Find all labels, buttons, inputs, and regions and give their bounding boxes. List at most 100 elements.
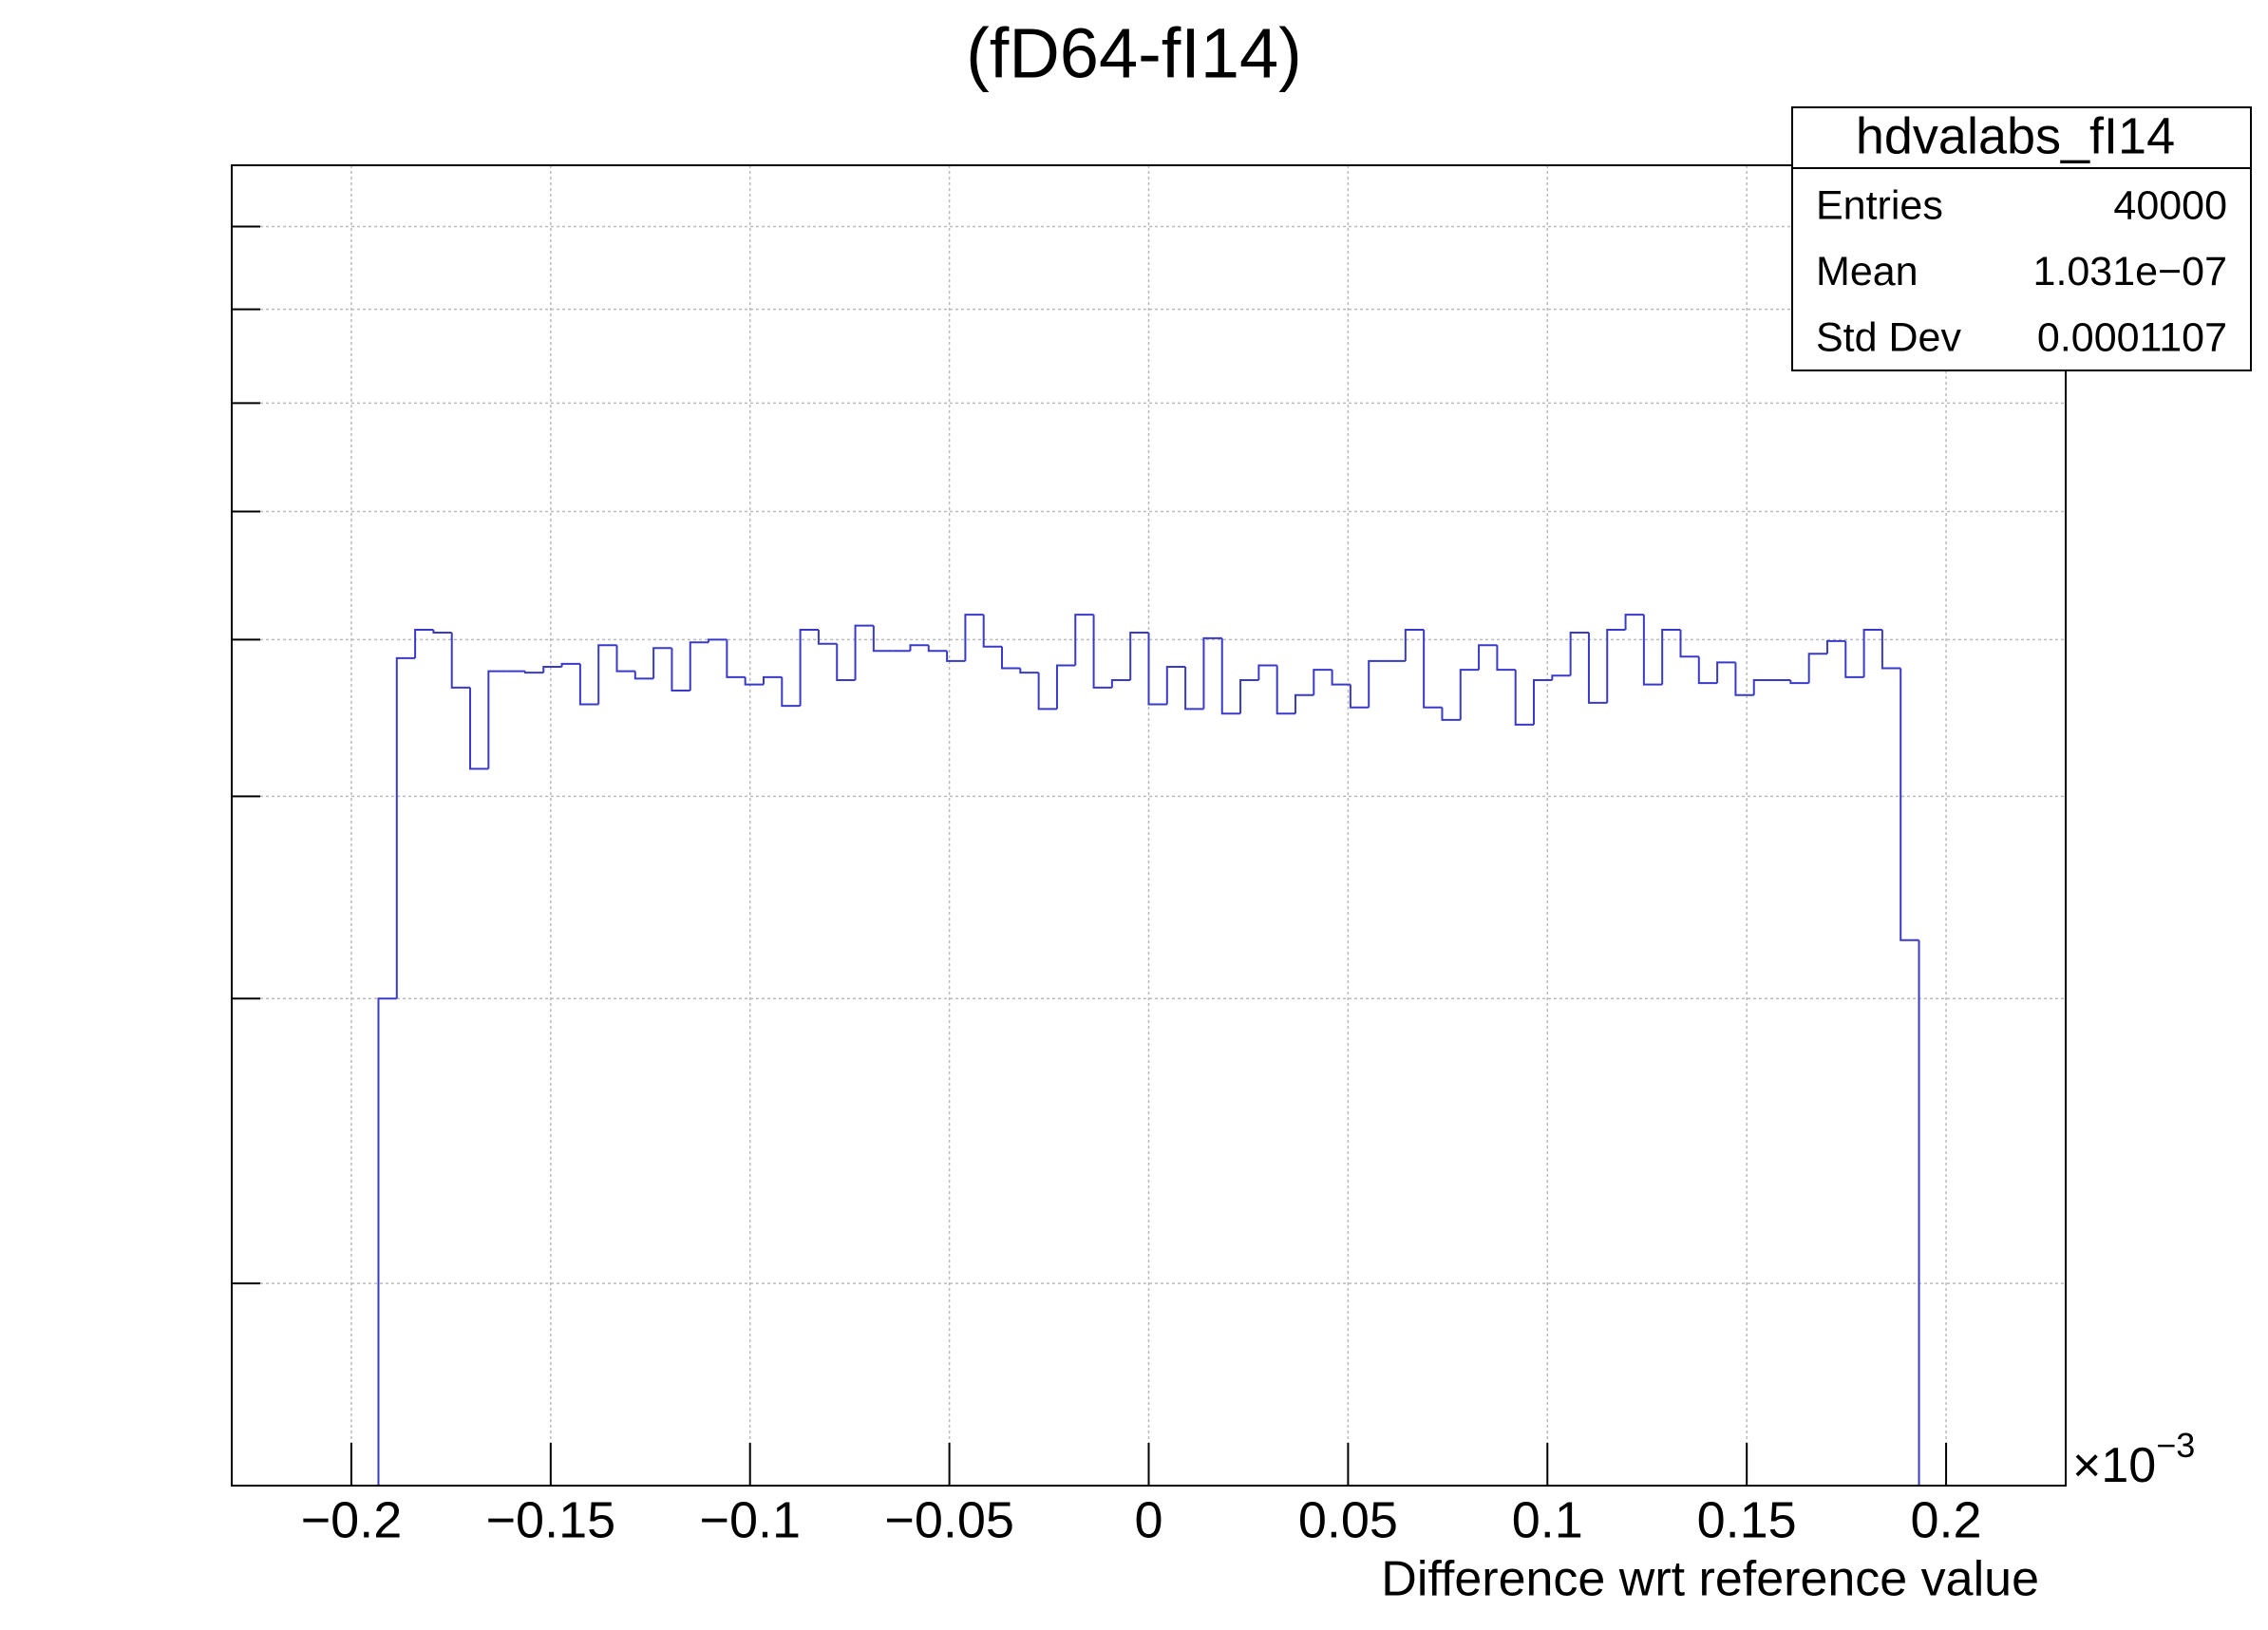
histogram-bin bbox=[1404, 629, 1425, 661]
x-tick-label: −0.1 bbox=[699, 1491, 801, 1548]
histogram-bin bbox=[1606, 629, 1626, 703]
histogram-bin bbox=[1697, 656, 1718, 685]
histogram-bin bbox=[1001, 646, 1021, 670]
histogram-bin bbox=[671, 648, 690, 692]
histogram-bin bbox=[708, 638, 728, 643]
histogram-bin bbox=[1514, 670, 1535, 726]
x-multiplier: ×10−3 bbox=[2072, 1426, 2195, 1493]
histogram-bin bbox=[1587, 632, 1608, 704]
histogram-bin bbox=[1129, 631, 1149, 680]
histogram-bin bbox=[523, 671, 544, 674]
histogram-bin bbox=[1276, 665, 1295, 715]
histogram-bin bbox=[1661, 629, 1681, 685]
histogram-bin bbox=[1496, 645, 1516, 672]
histogram-bin bbox=[1478, 644, 1498, 671]
histogram-bin bbox=[1899, 668, 1919, 941]
histogram-bin bbox=[872, 625, 893, 653]
histogram-bin bbox=[1734, 662, 1754, 696]
histogram-bin bbox=[964, 614, 984, 661]
histogram-bin bbox=[1459, 669, 1480, 720]
histogram-bin bbox=[1423, 630, 1443, 709]
x-tick-label: 0.05 bbox=[1298, 1491, 1398, 1548]
histogram-bin bbox=[1239, 678, 1259, 714]
histogram-bin bbox=[1368, 659, 1388, 708]
histogram-bin bbox=[1807, 653, 1827, 684]
histogram-bin bbox=[1313, 669, 1332, 695]
histogram-bin bbox=[836, 643, 856, 681]
histogram-bin bbox=[597, 644, 617, 705]
x-tick-label: −0.05 bbox=[884, 1491, 1014, 1548]
histogram-bin bbox=[1184, 666, 1204, 711]
x-tick-label: 0.1 bbox=[1512, 1491, 1583, 1548]
histogram-bin bbox=[744, 676, 764, 686]
histogram-bin bbox=[469, 687, 489, 770]
histogram-bin bbox=[1789, 679, 1809, 685]
histogram-bin bbox=[1257, 664, 1277, 680]
histogram-bin bbox=[1716, 661, 1736, 684]
histogram-bin bbox=[726, 639, 746, 678]
plot-area: −0.2 −0.15 −0.1 −0.05 0 0.05 0.1 0.15 0.2 bbox=[231, 164, 2067, 1548]
histogram-bin bbox=[1349, 684, 1370, 709]
x-tick-label: 0 bbox=[1134, 1491, 1162, 1548]
histogram-bin bbox=[432, 630, 452, 634]
histogram-bin bbox=[1202, 636, 1222, 710]
histogram-bin bbox=[542, 665, 562, 673]
histogram-bin bbox=[1642, 615, 1663, 686]
histogram-bin bbox=[946, 651, 966, 662]
histogram-bin bbox=[1165, 665, 1186, 705]
histogram-bin bbox=[1679, 630, 1699, 658]
histogram-bin bbox=[395, 656, 416, 999]
histogram-bin bbox=[982, 615, 1003, 648]
stats-name: Std Dev bbox=[1816, 314, 1961, 360]
plot-frame bbox=[231, 164, 2067, 1487]
histogram-bin bbox=[560, 662, 580, 667]
histogram-bin bbox=[1074, 614, 1094, 666]
histogram-bin bbox=[762, 675, 783, 685]
histogram-bin bbox=[1752, 678, 1773, 695]
histogram-bin bbox=[414, 629, 434, 658]
histogram-bin bbox=[1551, 674, 1571, 680]
histogram-bin bbox=[927, 645, 948, 653]
histogram-bin bbox=[578, 663, 599, 706]
histogram-bin bbox=[377, 997, 397, 1486]
histogram-bin bbox=[615, 645, 635, 673]
histogram-bin bbox=[1825, 639, 1846, 654]
histogram-bin bbox=[1294, 693, 1314, 714]
x-multiplier-exponent: −3 bbox=[2156, 1426, 2195, 1465]
histogram-bin bbox=[1624, 614, 1644, 631]
histogram-bin bbox=[689, 641, 709, 692]
histogram-bin bbox=[1220, 637, 1241, 715]
histogram-bin bbox=[781, 676, 801, 708]
histogram-bin bbox=[450, 632, 471, 689]
x-multiplier-base: ×10 bbox=[2072, 1438, 2156, 1493]
histogram-bin bbox=[1881, 630, 1901, 670]
x-tick-label: 0.2 bbox=[1911, 1491, 1982, 1548]
stats-value: 0.0001107 bbox=[2037, 314, 2227, 360]
histogram-bin bbox=[1092, 615, 1112, 689]
stats-box: hdvalabs_fI14 Entries 40000 Mean 1.031e−07 S… bbox=[1791, 106, 2252, 371]
histogram-bin bbox=[1441, 707, 1461, 721]
x-tick-label: −0.15 bbox=[486, 1491, 616, 1548]
histogram-bin bbox=[1533, 678, 1553, 725]
histogram-bin bbox=[1569, 631, 1589, 676]
stats-name: Mean bbox=[1816, 249, 1918, 294]
histogram-bin bbox=[633, 671, 654, 680]
histogram-bin bbox=[652, 647, 672, 679]
histogram-bin bbox=[1019, 668, 1039, 674]
histogram-bin bbox=[1331, 670, 1351, 686]
histogram-bin bbox=[1110, 678, 1131, 688]
histogram-bin bbox=[1147, 632, 1167, 706]
stats-value: 1.031e−07 bbox=[2033, 249, 2227, 294]
histogram-bin bbox=[854, 624, 874, 680]
stats-name: Entries bbox=[1816, 182, 1943, 228]
histogram-bin bbox=[817, 630, 838, 645]
histogram-bin bbox=[909, 644, 929, 652]
x-axis-label: Difference wrt reference value bbox=[1381, 1552, 2039, 1607]
plot-border bbox=[231, 164, 2067, 1487]
stats-title: hdvalabs_fI14 bbox=[1856, 107, 2175, 164]
histogram-bin bbox=[799, 629, 819, 707]
histogram-bin bbox=[1055, 664, 1076, 710]
histogram-bin bbox=[487, 670, 507, 769]
histogram-bin bbox=[1037, 673, 1057, 711]
